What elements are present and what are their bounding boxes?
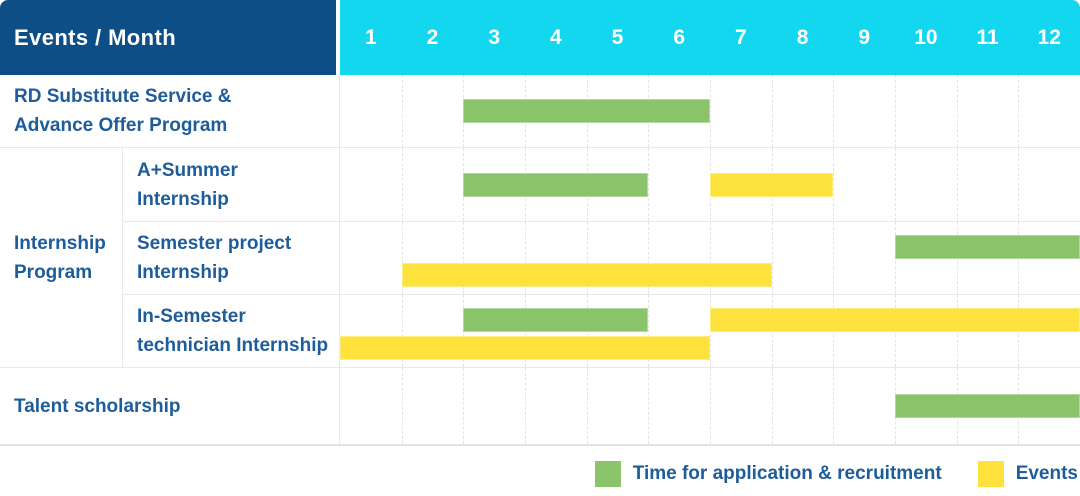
table-subrow-semester-project-internship: Semester project Internship: [123, 221, 1080, 294]
label-line: Semester project: [137, 233, 292, 254]
table-subrow-a-plus-summer-internship: A+Summer Internship: [123, 148, 1080, 221]
label-line: Program: [14, 261, 93, 283]
month-gridline: [525, 368, 526, 444]
month-gridline: [586, 368, 588, 444]
month-header-1: 1: [364, 25, 377, 49]
month-header-2: 2: [426, 25, 439, 49]
events-month-header-cell: Events / Month: [0, 0, 336, 75]
row-label-in-semester-technician-internship: In-Semester technician Internship: [123, 295, 340, 367]
month-gridline: [463, 368, 465, 444]
month-header-12: 12: [1037, 25, 1061, 49]
month-gridline: [586, 222, 588, 294]
table-title: Events / Month: [14, 24, 177, 50]
month-gridline: [401, 148, 403, 221]
row-label-semester-project-internship: Semester project Internship: [123, 222, 340, 294]
month-header-5: 5: [611, 25, 624, 49]
label-line: In-Semester: [137, 306, 246, 327]
month-gridline: [833, 75, 835, 147]
application-bar-months-3-5: [463, 172, 649, 197]
label-line: Talent scholarship: [14, 395, 181, 417]
event-bar-months-1-6: [340, 336, 710, 360]
legend-event-swatch: [977, 461, 1004, 487]
month-header-row: 1 2 3 4 5 6 7 8 9 10 11 12: [340, 0, 1080, 75]
month-gridline: [771, 368, 773, 444]
month-header-6: 6: [673, 25, 686, 49]
month-gridline: [463, 222, 465, 294]
table-header-row: Events / Month 1 2 3 4 5 6 7 8 9 10 11 12: [0, 0, 1080, 75]
month-gridline: [833, 222, 835, 294]
table-subrow-in-semester-technician-internship: In-Semester technician Internship: [123, 294, 1080, 367]
month-gridline: [710, 222, 711, 294]
month-header-4: 4: [550, 25, 562, 49]
month-gridline: [710, 75, 711, 147]
legend-application-swatch: [594, 461, 621, 487]
month-gridline: [710, 368, 711, 444]
month-header-3: 3: [488, 25, 501, 49]
month-gridline: [833, 368, 835, 444]
month-header-7: 7: [735, 25, 747, 49]
month-gridline: [648, 295, 650, 367]
application-bar-months-3-5: [463, 308, 649, 332]
label-line: A+Summer: [137, 159, 238, 181]
label-line: Internship: [14, 232, 106, 254]
table-row-internship-program: Internship Program A+Summer Internship Semes…: [0, 147, 1080, 367]
month-gridline: [895, 148, 896, 221]
month-gridline: [648, 148, 650, 221]
month-gridline: [771, 222, 773, 294]
event-bar-months-7-12: [710, 308, 1080, 332]
month-gridline: [1018, 75, 1020, 147]
month-gridline: [401, 368, 403, 444]
label-line: technician Internship: [137, 335, 329, 356]
table-row-rd-substitute-service: RD Substitute Service & Advance Offer Pro…: [0, 75, 1080, 147]
legend-event-label: Events: [1015, 463, 1078, 484]
month-gridline: [1018, 148, 1020, 221]
legend-application-label: Time for application & recruitment: [632, 463, 942, 484]
month-header-9: 9: [858, 25, 871, 49]
application-bar-months-10-12: [895, 235, 1080, 259]
legend: Time for application & recruitment Event…: [0, 446, 1080, 496]
month-gridline: [648, 368, 650, 444]
label-line: Internship: [137, 262, 229, 283]
row-label-rd-substitute-service: RD Substitute Service & Advance Offer Pro…: [0, 75, 340, 147]
application-bar-months-10-12: [895, 394, 1080, 418]
event-bar-months-2-7: [401, 263, 772, 287]
chart-cell-talent-scholarship: [340, 368, 1080, 444]
label-line: Internship: [137, 188, 229, 210]
month-header-10: 10: [914, 25, 938, 49]
month-header-11: 11: [976, 25, 999, 49]
month-gridline: [401, 295, 403, 367]
table-body: RD Substitute Service & Advance Offer Pro…: [0, 75, 1080, 446]
month-gridline: [525, 222, 526, 294]
month-header-8: 8: [796, 25, 809, 49]
chart-cell-a-plus-summer-internship: [340, 148, 1080, 221]
subrows-internship-program: A+Summer Internship Semester project Intern…: [123, 148, 1080, 367]
month-gridline: [401, 222, 403, 294]
month-gridline: [648, 222, 650, 294]
row-label-talent-scholarship: Talent scholarship: [0, 368, 340, 444]
chart-cell-rd-substitute-service: [340, 75, 1080, 147]
chart-cell-in-semester-technician-internship: [340, 295, 1080, 367]
application-bar-months-3-6: [463, 99, 710, 123]
month-gridline: [771, 75, 773, 147]
month-gridline: [401, 75, 403, 147]
row-label-a-plus-summer-internship: A+Summer Internship: [123, 148, 340, 221]
month-gridline: [833, 148, 835, 221]
table-row-talent-scholarship: Talent scholarship: [0, 367, 1080, 444]
row-label-internship-program: Internship Program: [0, 148, 123, 367]
chart-cell-semester-project-internship: [340, 222, 1080, 294]
event-bar-months-7-8: [710, 172, 834, 197]
month-gridline: [956, 148, 958, 221]
month-gridline: [956, 75, 958, 147]
label-line: RD Substitute Service &: [14, 86, 232, 107]
month-gridline: [895, 75, 896, 147]
label-line: Advance Offer Program: [14, 115, 228, 136]
